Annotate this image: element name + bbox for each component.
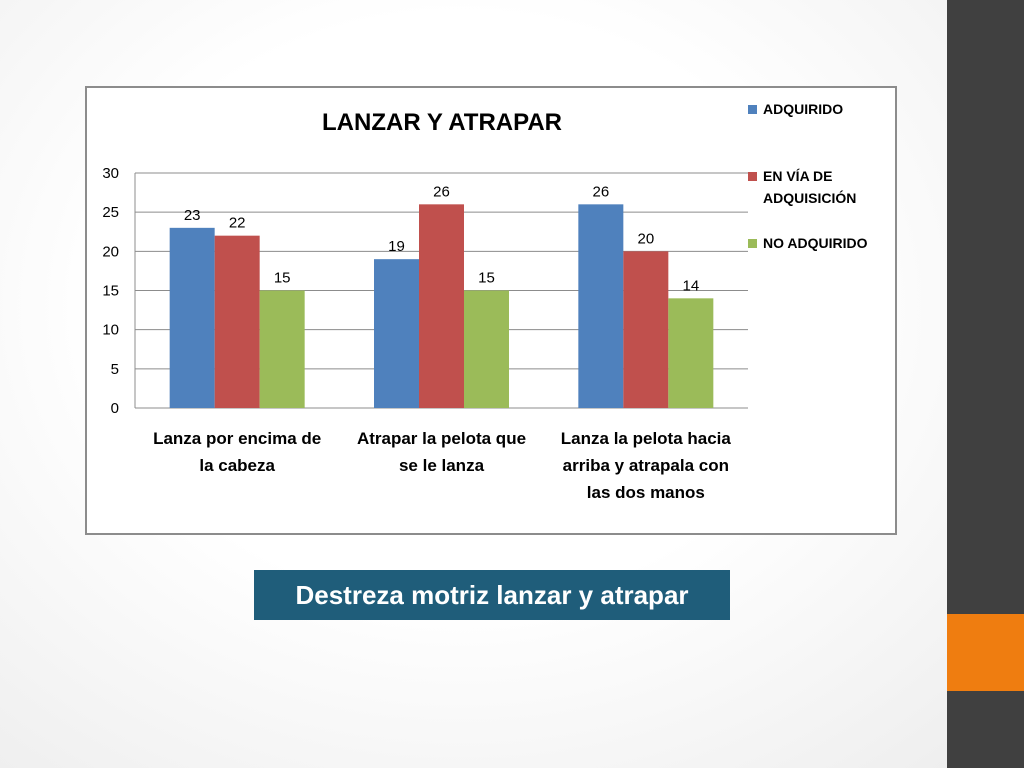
legend-label: NO ADQUIRIDO — [763, 235, 868, 251]
data-label: 15 — [478, 270, 495, 287]
category-label: arriba y atrapala con — [563, 456, 729, 475]
side-accent-block — [947, 614, 1024, 691]
y-tick-label: 10 — [102, 322, 119, 339]
data-label: 15 — [274, 270, 291, 287]
bar — [578, 204, 624, 408]
data-label: 19 — [388, 238, 405, 255]
data-label: 14 — [682, 277, 699, 294]
bar — [169, 227, 215, 408]
bar — [464, 290, 509, 408]
legend-swatch — [748, 172, 757, 181]
category-label: se le lanza — [399, 456, 485, 475]
category-label: la cabeza — [199, 456, 275, 475]
y-tick-label: 30 — [102, 165, 119, 182]
data-label: 23 — [184, 207, 201, 224]
legend-label: ADQUISICIÓN — [763, 189, 856, 206]
y-tick-label: 0 — [111, 400, 119, 417]
y-tick-label: 5 — [111, 361, 119, 378]
y-tick-label: 20 — [102, 243, 119, 260]
bar — [259, 290, 305, 408]
bar — [668, 298, 714, 408]
bar-chart: LANZAR Y ATRAPAR 0 5 10 15 20 25 30 23 22 15 Lanza … — [102, 101, 868, 502]
chart-frame: LANZAR Y ATRAPAR 0 5 10 15 20 25 30 23 22 15 Lanza … — [85, 86, 897, 535]
data-label: 20 — [637, 230, 654, 247]
legend-label: ADQUIRIDO — [763, 101, 843, 117]
legend-swatch — [748, 239, 757, 248]
bar — [214, 235, 260, 408]
y-tick-label: 15 — [102, 283, 119, 300]
slide-caption: Destreza motriz lanzar y atrapar — [254, 570, 730, 620]
legend-label: EN VÍA DE — [763, 168, 833, 184]
data-label: 26 — [592, 183, 609, 200]
legend-swatch — [748, 105, 757, 114]
chart-title: LANZAR Y ATRAPAR — [322, 109, 562, 136]
category-label: las dos manos — [587, 483, 705, 502]
category-label: Atrapar la pelota que — [357, 429, 526, 448]
bar — [419, 204, 464, 408]
y-tick-label: 25 — [102, 204, 119, 221]
data-label: 26 — [433, 183, 450, 200]
bar — [374, 259, 419, 408]
category-label: Lanza la pelota hacia — [561, 429, 732, 448]
category-label: Lanza por encima de — [153, 429, 321, 448]
bar — [623, 251, 669, 408]
data-label: 22 — [229, 215, 246, 232]
